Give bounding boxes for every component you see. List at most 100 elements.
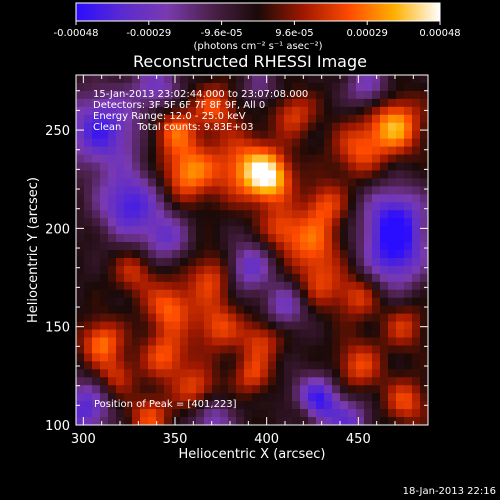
heatmap-cell <box>140 194 149 203</box>
heatmap-cell <box>228 234 237 243</box>
heatmap-cell <box>132 138 141 147</box>
heatmap-cell <box>300 345 309 354</box>
heatmap-cell <box>324 106 333 116</box>
heatmap-cell <box>292 122 301 132</box>
heatmap-cell <box>284 289 293 299</box>
heatmap-cell <box>204 361 213 370</box>
heatmap-cell <box>140 321 149 330</box>
heatmap-cell <box>148 257 157 267</box>
heatmap-cell <box>308 385 317 394</box>
heatmap-cell <box>148 361 157 370</box>
heatmap-cell <box>204 194 213 203</box>
heatmap-cell <box>172 218 181 227</box>
heatmap-cell <box>284 377 293 386</box>
heatmap-cell <box>380 170 389 179</box>
heatmap-cell <box>188 337 197 346</box>
heatmap-cell <box>132 114 141 124</box>
heatmap-cell <box>300 417 309 426</box>
heatmap-cell <box>132 401 141 410</box>
heatmap-cell <box>108 313 117 322</box>
x-axis: 300 350 400 450 <box>71 75 414 447</box>
heatmap-cell <box>156 353 165 362</box>
heatmap-cell <box>180 82 189 92</box>
heatmap-cell <box>140 273 149 283</box>
heatmap-cell <box>372 114 381 124</box>
heatmap-cell <box>356 393 365 402</box>
heatmap-cell <box>252 385 261 394</box>
heatmap-cell <box>148 90 157 100</box>
heatmap-cell <box>308 162 317 171</box>
heatmap-cell <box>412 178 421 187</box>
heatmap-cell <box>156 361 165 370</box>
heatmap-cell <box>340 329 349 338</box>
heatmap-cell <box>340 242 349 251</box>
heatmap-cell <box>76 305 85 315</box>
heatmap-cell <box>180 353 189 362</box>
heatmap-cell <box>124 234 133 243</box>
heatmap-cell <box>180 218 189 227</box>
heatmap-cell <box>268 250 277 259</box>
heatmap-cell <box>388 202 397 211</box>
heatmap-cell <box>404 210 413 219</box>
heatmap-cell <box>252 114 261 124</box>
heatmap-cell <box>332 385 341 394</box>
heatmap-cell <box>84 250 93 259</box>
heatmap-cell <box>156 114 165 124</box>
heatmap-cell <box>220 297 229 307</box>
heatmap-cell <box>116 210 125 219</box>
heatmap-cell <box>396 122 405 132</box>
heatmap-cell <box>396 417 405 426</box>
heatmap-cell <box>84 257 93 267</box>
heatmap-cell <box>252 409 261 418</box>
heatmap-cell <box>116 361 125 370</box>
heatmap-cell <box>412 305 421 315</box>
heatmap-cell <box>372 234 381 243</box>
heatmap-cell <box>124 210 133 219</box>
heatmap-cell <box>172 154 181 163</box>
heatmap-cell <box>300 106 309 116</box>
heatmap-cell <box>252 289 261 299</box>
heatmap-cell <box>372 138 381 147</box>
heatmap-cell <box>404 194 413 203</box>
heatmap-cell <box>420 138 429 147</box>
heatmap-cell <box>204 289 213 299</box>
heatmap-cell <box>348 321 357 330</box>
info-line-counts: Clean Total counts: 9.83E+03 <box>93 122 253 133</box>
heatmap-cell <box>140 130 149 140</box>
heatmap-cell <box>356 170 365 179</box>
heatmap-cell <box>164 257 173 267</box>
heatmap-cell <box>220 194 229 203</box>
heatmap-cell <box>332 417 341 426</box>
heatmap-cell <box>268 170 277 179</box>
heatmap-cell <box>116 321 125 330</box>
heatmap-cell <box>84 361 93 370</box>
heatmap-cell <box>300 226 309 235</box>
heatmap-cell <box>284 401 293 410</box>
heatmap-cell <box>340 75 349 84</box>
heatmap-cell <box>76 369 85 378</box>
heatmap-cell <box>396 170 405 179</box>
heatmap-cell <box>260 242 269 251</box>
heatmap-cell <box>76 162 85 171</box>
heatmap-cell <box>356 75 365 84</box>
heatmap-cell <box>148 130 157 140</box>
heatmap-cell <box>284 114 293 124</box>
heatmap-cell <box>140 281 149 291</box>
heatmap-cell <box>92 361 101 370</box>
heatmap-cell <box>380 178 389 187</box>
heatmap-cell <box>300 409 309 418</box>
heatmap-cell <box>388 345 397 354</box>
heatmap-cell <box>172 210 181 219</box>
heatmap-cell <box>196 186 205 195</box>
heatmap-cell <box>156 186 165 195</box>
heatmap-cell <box>316 313 325 322</box>
heatmap-cell <box>84 82 93 92</box>
heatmap-cell <box>316 289 325 299</box>
heatmap-cell <box>212 265 221 275</box>
heatmap-cell <box>220 401 229 410</box>
heatmap-cell <box>404 98 413 108</box>
heatmap-cell <box>236 337 245 346</box>
heatmap-cell <box>308 186 317 195</box>
heatmap-cell <box>132 321 141 330</box>
heatmap-cell <box>284 353 293 362</box>
